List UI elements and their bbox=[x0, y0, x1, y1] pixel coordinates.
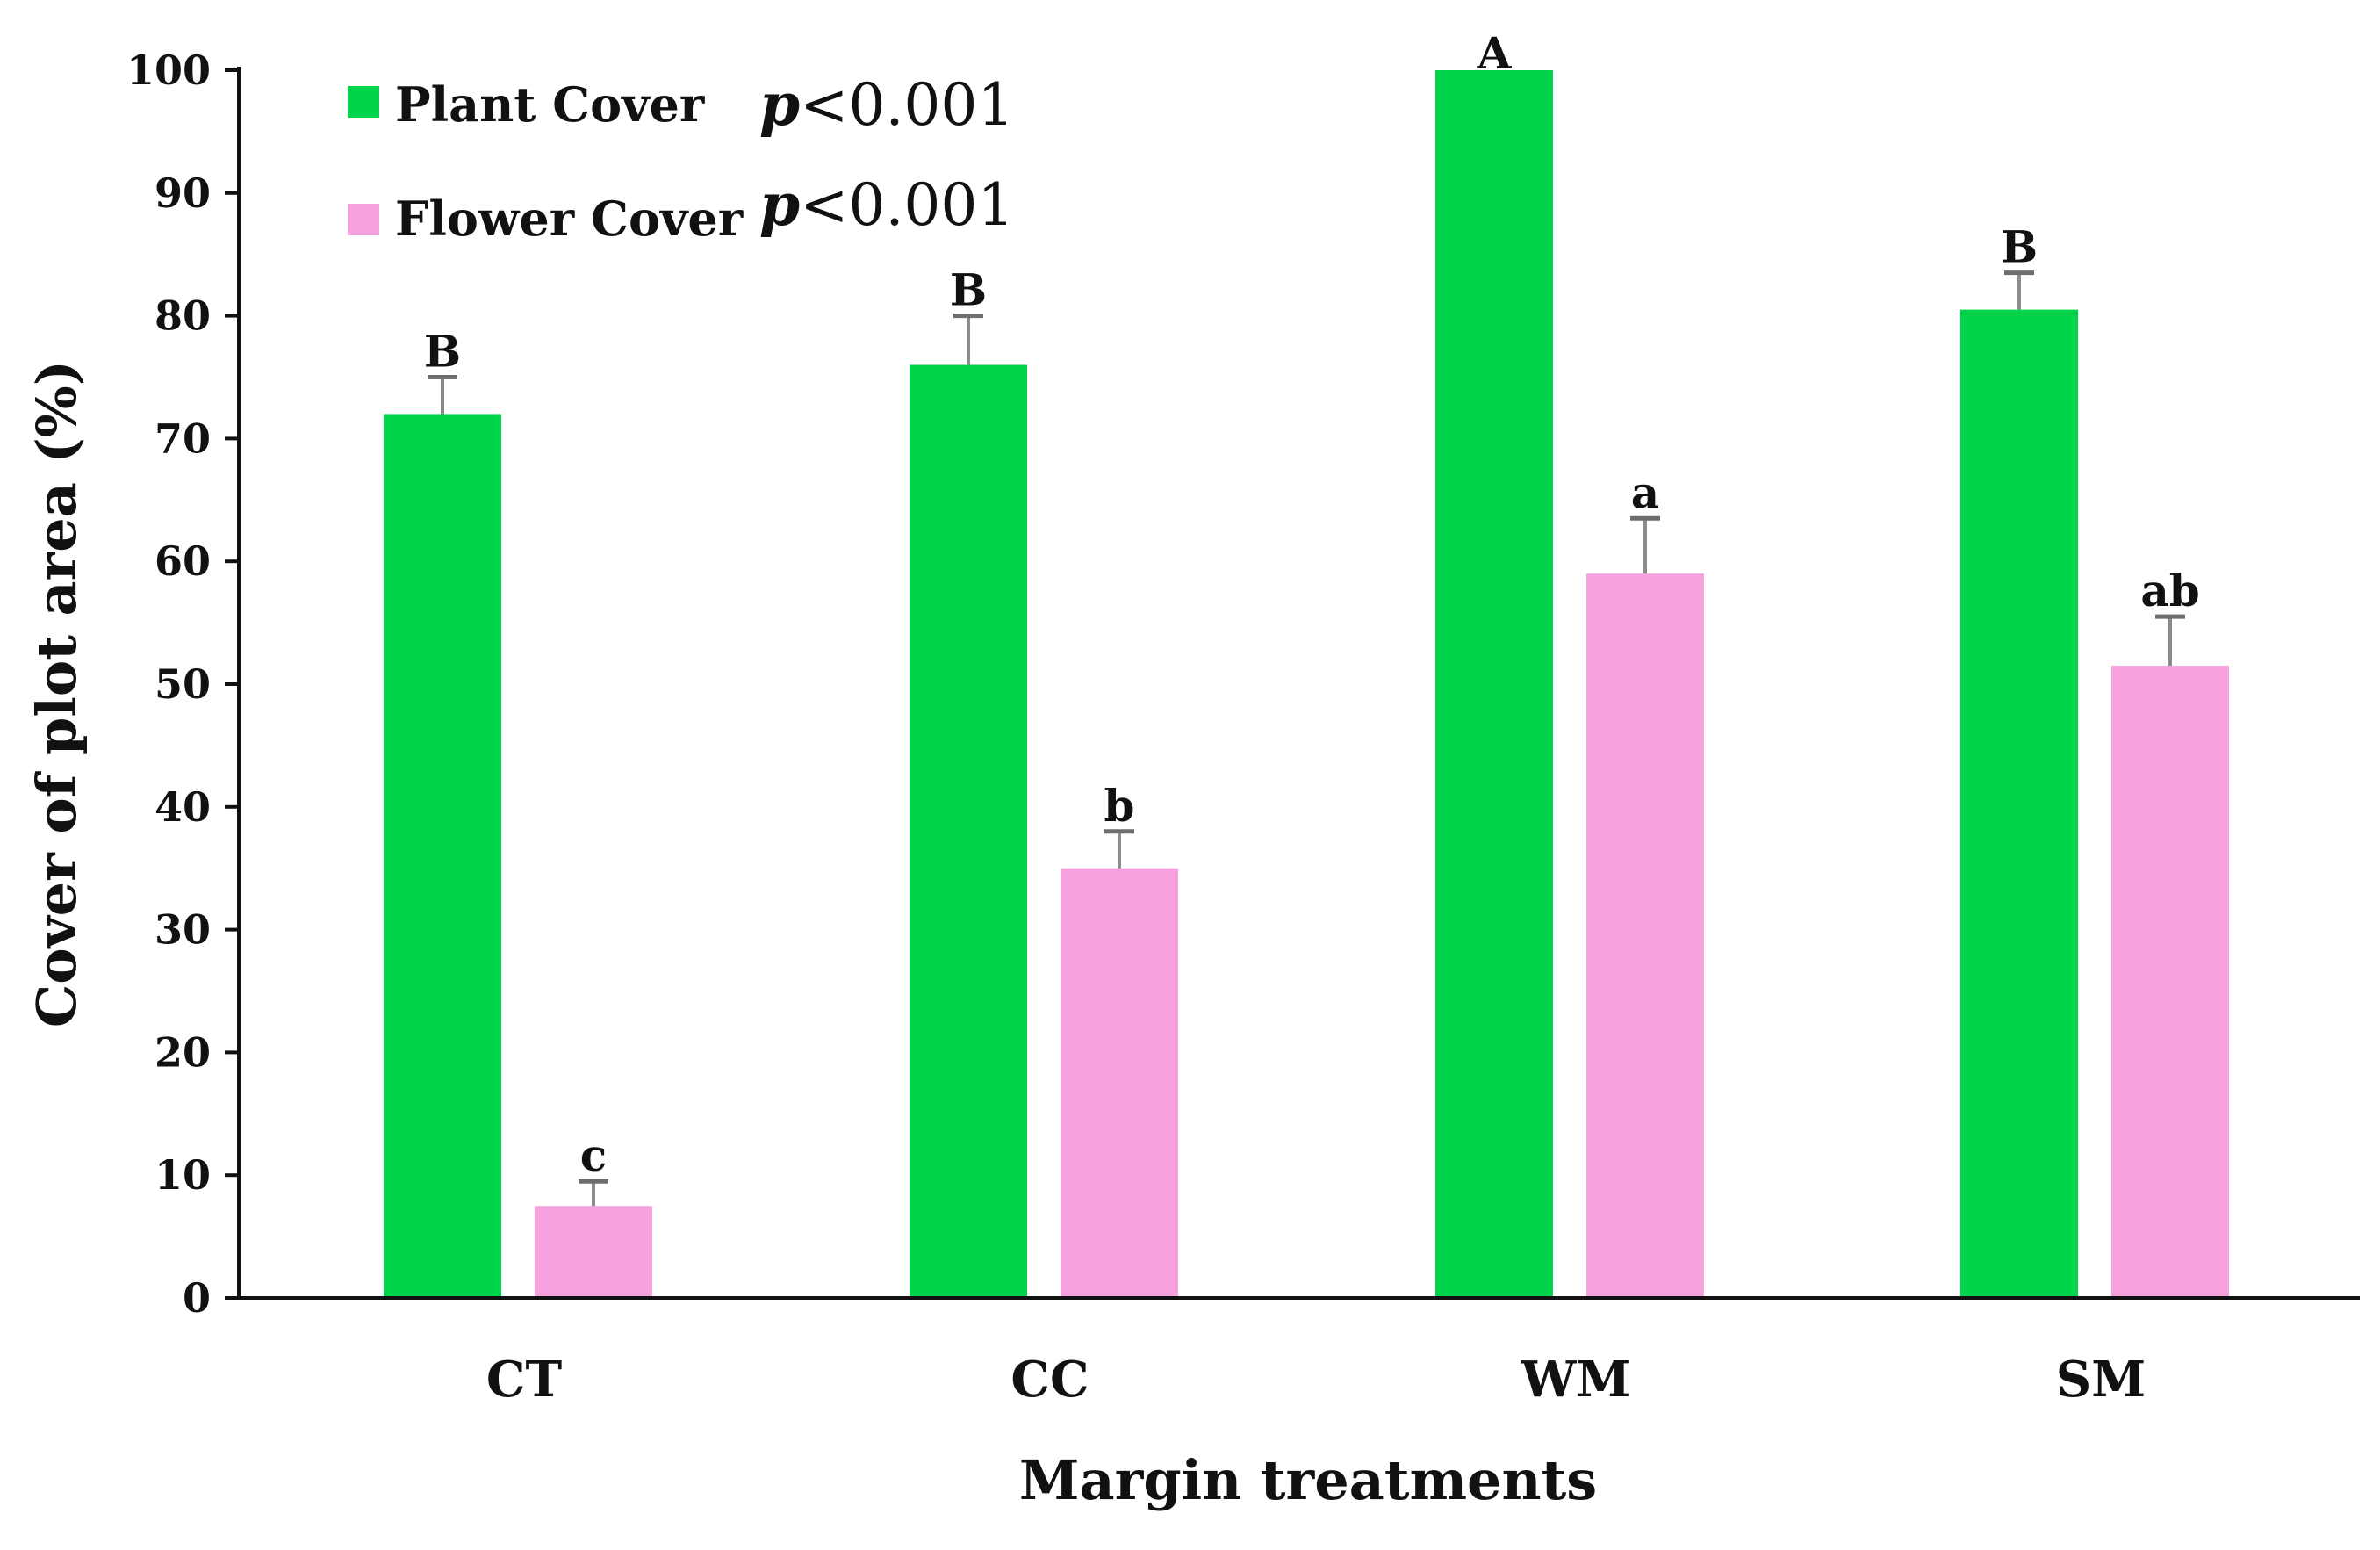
significance-letter: B bbox=[950, 264, 987, 316]
y-tick-label: 100 bbox=[126, 47, 211, 94]
error-bars bbox=[428, 270, 2185, 1207]
y-axis-title: Cover of plot area (%) bbox=[25, 360, 89, 1027]
x-axis-title: Margin treatments bbox=[1019, 1448, 1597, 1512]
y-axis: 0 10 20 30 40 50 60 70 80 90 100 bbox=[126, 47, 241, 1322]
significance-letter: B bbox=[2001, 221, 2038, 273]
x-tick-label: CT bbox=[486, 1351, 563, 1409]
legend-label: Plant Cover bbox=[395, 76, 705, 133]
legend-swatch-plant-cover bbox=[348, 86, 379, 118]
p-value-number: <0.001 bbox=[800, 171, 1014, 239]
p-value-symbol: p bbox=[759, 70, 800, 139]
y-tick-label: 10 bbox=[155, 1151, 211, 1199]
bar-flower-cover-wm bbox=[1586, 573, 1704, 1298]
y-tick-label: 0 bbox=[183, 1274, 211, 1322]
bar-flower-cover-cc bbox=[1061, 868, 1178, 1298]
y-tick-label: 60 bbox=[155, 537, 211, 585]
significance-letter: ab bbox=[2140, 565, 2199, 616]
significance-letters: B B A Bc b a ab bbox=[424, 27, 2200, 1181]
y-tick-label: 30 bbox=[155, 906, 211, 954]
y-tick-label: 20 bbox=[155, 1028, 211, 1076]
bars bbox=[384, 70, 2229, 1298]
x-tick-label: CC bbox=[1010, 1351, 1089, 1409]
y-tick-label: 40 bbox=[155, 783, 211, 831]
y-tick-label: 90 bbox=[155, 169, 211, 217]
bar-plant-cover-ct bbox=[384, 414, 501, 1298]
legend-label: Flower Cover bbox=[395, 191, 744, 247]
y-tick-label: 80 bbox=[155, 292, 211, 340]
significance-letter: a bbox=[1631, 466, 1659, 518]
legend-swatch-flower-cover bbox=[348, 204, 379, 235]
significance-letter: A bbox=[1477, 27, 1513, 79]
bar-flower-cover-ct bbox=[535, 1206, 652, 1298]
y-tick-label: 50 bbox=[155, 660, 211, 708]
significance-letter: c bbox=[580, 1129, 607, 1181]
significance-letter: B bbox=[424, 326, 461, 378]
bar-plant-cover-wm bbox=[1435, 70, 1553, 1298]
p-value-label: p<0.001 bbox=[759, 170, 1014, 239]
x-axis: CT CC WM SM bbox=[237, 1296, 2360, 1409]
significance-letter: b bbox=[1104, 780, 1135, 832]
p-value-symbol: p bbox=[759, 170, 800, 239]
y-tick-label: 70 bbox=[155, 415, 211, 462]
bar-plant-cover-sm bbox=[1960, 309, 2078, 1298]
bar-flower-cover-sm bbox=[2111, 666, 2229, 1298]
bar-plant-cover-cc bbox=[910, 364, 1027, 1298]
legend: Plant Cover p<0.001 Flower Cover p<0.001 bbox=[348, 70, 1014, 247]
p-value-number: <0.001 bbox=[800, 71, 1014, 139]
x-tick-label: WM bbox=[1521, 1351, 1631, 1409]
p-value-label: p<0.001 bbox=[759, 70, 1014, 139]
x-tick-label: SM bbox=[2056, 1351, 2146, 1409]
